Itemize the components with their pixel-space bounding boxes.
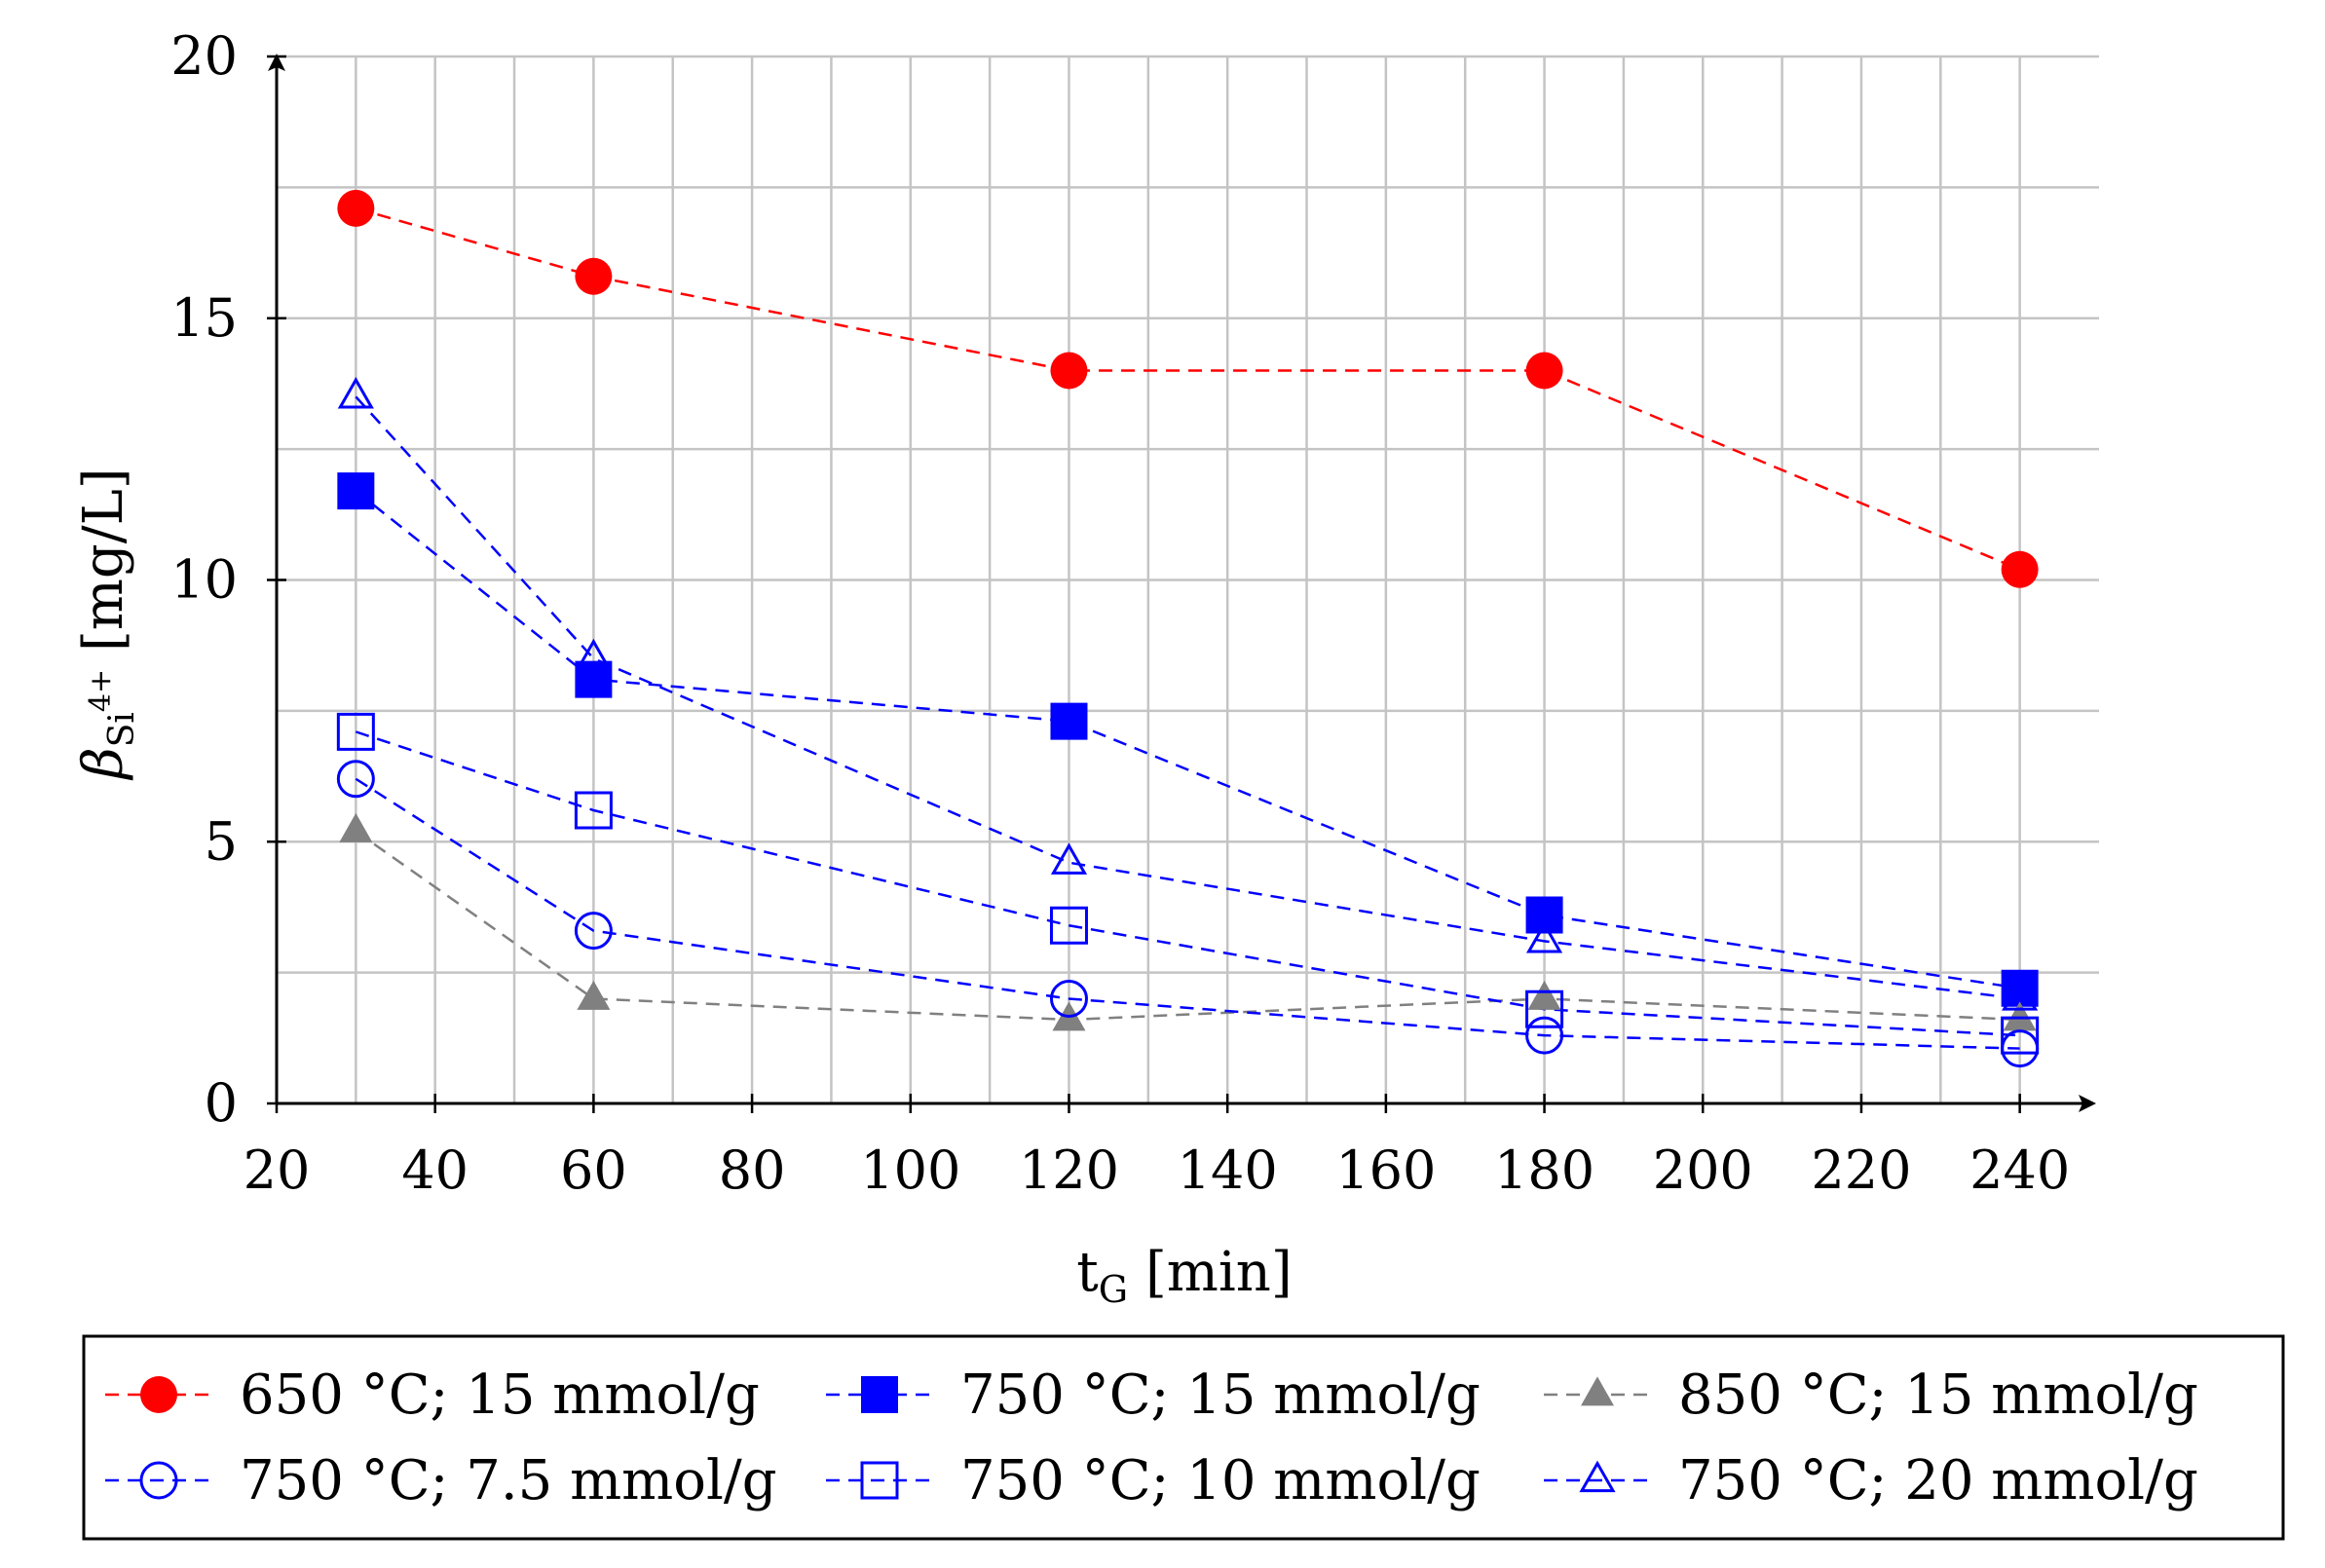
data-point: [1050, 702, 1088, 740]
legend-label: 750 °C; 15 mmol/g: [960, 1363, 1481, 1427]
data-point: [574, 791, 613, 830]
series-line-3: [355, 830, 2020, 1022]
data-point: [337, 472, 375, 510]
legend-item: 650 °C; 15 mmol/g: [105, 1363, 760, 1427]
legend-label: 750 °C; 20 mmol/g: [1678, 1449, 2198, 1512]
data-point: [1525, 1016, 1564, 1055]
series-line-1: [356, 206, 2021, 571]
legend-label: 650 °C; 15 mmol/g: [240, 1363, 760, 1427]
data-point: [1050, 842, 1088, 875]
data-point: [1049, 906, 1088, 945]
data-point: [1525, 896, 1563, 934]
data-point: [337, 376, 374, 409]
data-point: [336, 712, 375, 751]
data-point: [1525, 989, 1564, 1028]
x-tick-label: 80: [719, 1139, 786, 1201]
legend-item: 750 °C; 15 mmol/g: [826, 1363, 1481, 1427]
series-markers: [336, 189, 2040, 1068]
data-point: [2002, 979, 2039, 1011]
data-point: [1525, 352, 1563, 390]
x-tick-label: 60: [560, 1139, 627, 1201]
x-tick-label: 160: [1335, 1139, 1436, 1201]
data-point: [2001, 1016, 2040, 1055]
data-point: [336, 760, 375, 799]
legend-box: [82, 1334, 2285, 1541]
data-point: [337, 189, 375, 227]
x-axis-title: tG [min]: [1076, 1241, 1292, 1311]
data-point: [574, 912, 613, 951]
x-tick-label: 240: [1969, 1139, 2070, 1201]
data-point: [2003, 1001, 2037, 1031]
legend-marker: [139, 1461, 178, 1500]
data-point: [575, 660, 613, 698]
series-line-2: [355, 490, 2020, 989]
grid: [277, 55, 2099, 1103]
legend-marker: [861, 1376, 898, 1413]
legend-item: 850 °C; 15 mmol/g: [1544, 1363, 2198, 1427]
y-tick-label: 15: [170, 287, 238, 349]
legend-label: 750 °C; 7.5 mmol/g: [240, 1449, 777, 1512]
legend: 650 °C; 15 mmol/g 750 °C; 15 mmol/g 850 °C…: [82, 1334, 2285, 1541]
series-1-points: [337, 189, 2039, 588]
y-axis-title: βSi4+ [mg/L]: [72, 467, 142, 780]
x-tick-label: 200: [1653, 1139, 1753, 1201]
y-axis-arrow: [268, 54, 285, 71]
x-tick-label: 20: [244, 1139, 311, 1201]
data-point: [1525, 920, 1563, 953]
data-point: [1050, 352, 1088, 390]
series-line-4: [355, 777, 2020, 1050]
series-6-points: [337, 376, 2039, 1011]
series-lines: [355, 206, 2021, 1050]
x-tick-label: 220: [1811, 1139, 1911, 1201]
data-point: [575, 638, 612, 671]
legend-label: 850 °C; 15 mmol/g: [1678, 1363, 2198, 1427]
x-axis-arrow: [2079, 1095, 2096, 1112]
tick-labels: 20 40 60 80 100 120 140 160 180 200 220 240 0 5 10 15 20: [170, 25, 2070, 1201]
data-point: [575, 257, 613, 295]
y-tick-label: 5: [205, 810, 238, 872]
series-3-points: [339, 812, 2037, 1031]
series-5-points: [336, 712, 2040, 1055]
axes: [268, 54, 2096, 1112]
data-point: [339, 812, 373, 842]
legend-item: 750 °C; 10 mmol/g: [826, 1449, 1481, 1512]
data-point: [2001, 969, 2039, 1007]
y-tick-label: 0: [205, 1072, 238, 1134]
x-tick-label: 180: [1494, 1139, 1594, 1201]
data-point: [2001, 550, 2039, 588]
x-tick-label: 40: [401, 1139, 469, 1201]
data-point: [1049, 980, 1088, 1018]
y-tick-label: 20: [170, 25, 238, 87]
series-line-6: [355, 395, 2020, 1000]
x-tick-label: 100: [860, 1139, 960, 1201]
data-point: [577, 980, 611, 1010]
legend-marker: [860, 1461, 899, 1500]
legend-marker: [1581, 1376, 1614, 1406]
legend-item: 750 °C; 20 mmol/g: [1544, 1449, 2198, 1512]
y-tick-label: 10: [170, 549, 238, 611]
x-tick-label: 120: [1019, 1139, 1119, 1201]
legend-label: 750 °C; 10 mmol/g: [960, 1449, 1481, 1512]
data-point: [1527, 980, 1561, 1010]
x-tick-label: 140: [1178, 1139, 1278, 1201]
legend-item: 750 °C; 7.5 mmol/g: [105, 1449, 777, 1512]
legend-marker: [140, 1376, 177, 1413]
legend-marker: [1579, 1460, 1616, 1493]
series-line-5: [355, 730, 2020, 1037]
